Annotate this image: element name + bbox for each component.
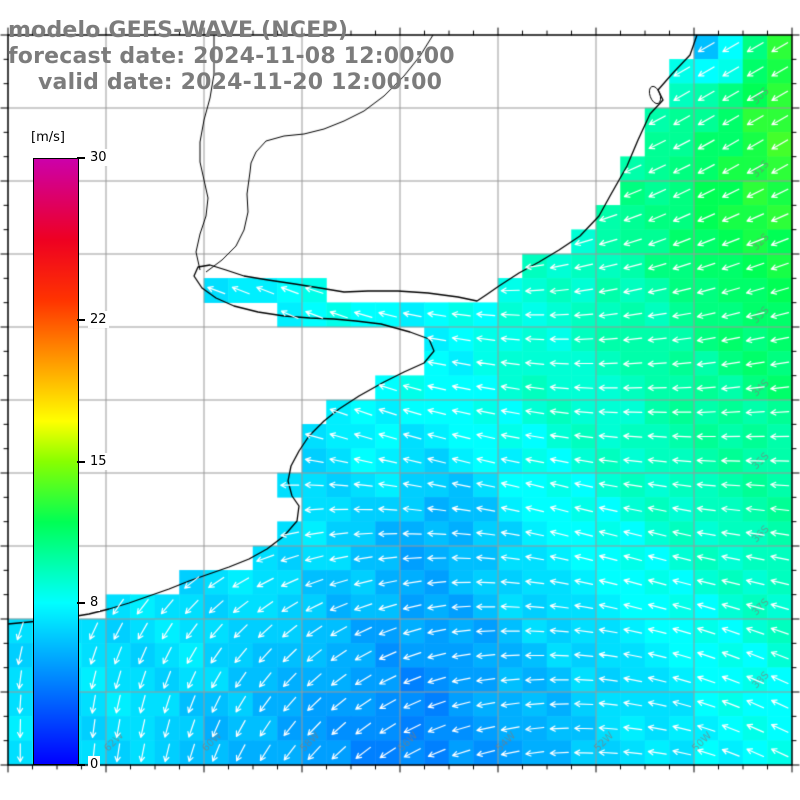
- colorbar-tick-mark: [77, 764, 85, 766]
- colorbar-tick-label: 22: [88, 310, 109, 328]
- colorbar-tick-mark: [77, 460, 85, 463]
- colorbar-gradient: [33, 158, 79, 765]
- title-block: modelo GEFS-WAVE (NCEP) forecast date: 2…: [8, 18, 455, 96]
- valid-date-line: valid date: 2024-11-20 12:00:00: [38, 70, 443, 95]
- colorbar-unit-label: [m/s]: [28, 130, 68, 145]
- colorbar-tick-label: 0: [88, 756, 101, 773]
- colorbar-tick-mark: [77, 318, 85, 321]
- colorbar-tick-mark: [77, 157, 85, 159]
- colorbar-tick-label: 15: [88, 452, 109, 470]
- colorbar-tick-label: 30: [88, 149, 109, 166]
- model-title: modelo GEFS-WAVE (NCEP): [8, 18, 349, 43]
- colorbar-tick-label: 8: [88, 594, 101, 612]
- colorbar-ticks: 30 22 15 8 0: [77, 149, 120, 773]
- colorbar-tick-mark: [77, 602, 85, 605]
- forecast-date-line: forecast date: 2024-11-08 12:00:00: [8, 44, 455, 69]
